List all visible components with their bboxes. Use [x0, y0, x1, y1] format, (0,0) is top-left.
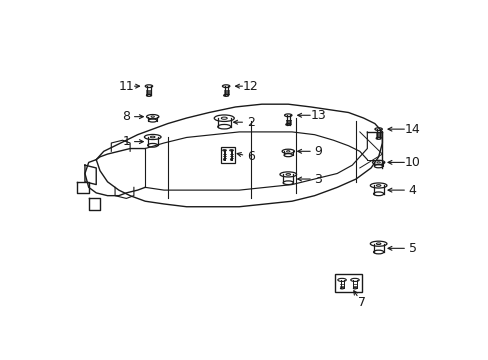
- Bar: [221, 147, 235, 162]
- Text: 14: 14: [404, 123, 420, 136]
- Text: 9: 9: [314, 145, 322, 158]
- Text: 6: 6: [246, 150, 254, 163]
- Text: 10: 10: [404, 156, 420, 169]
- Text: 7: 7: [357, 296, 365, 309]
- Text: 1: 1: [122, 135, 130, 148]
- Text: 11: 11: [118, 80, 134, 93]
- Text: 8: 8: [122, 110, 130, 123]
- Text: 12: 12: [242, 80, 258, 93]
- Text: 5: 5: [407, 242, 416, 255]
- Text: 13: 13: [310, 109, 325, 122]
- Text: 4: 4: [408, 184, 416, 197]
- Text: 3: 3: [314, 172, 322, 185]
- Text: 2: 2: [246, 116, 254, 129]
